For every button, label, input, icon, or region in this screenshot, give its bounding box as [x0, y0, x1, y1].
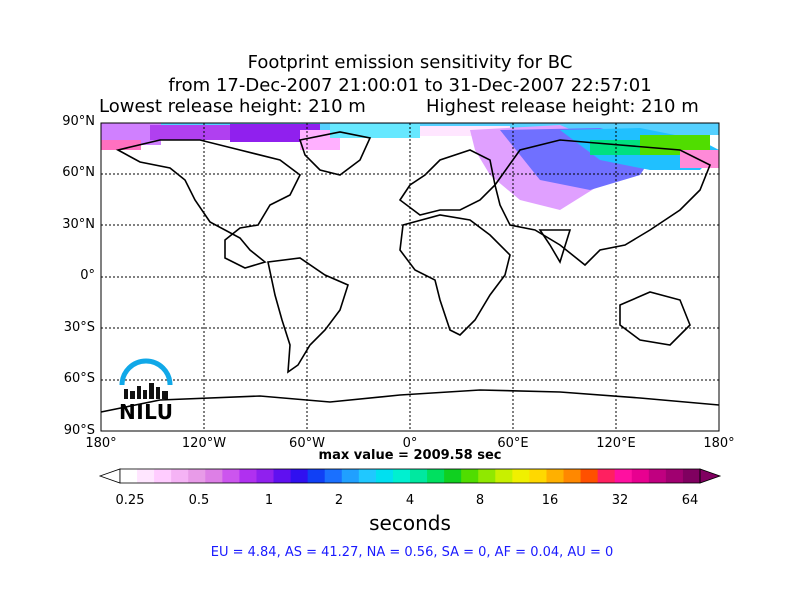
colorbar-cell — [461, 469, 479, 483]
colorbar — [98, 468, 722, 484]
lat-label-60s: 60°S — [63, 371, 95, 386]
colorbar-cell — [205, 469, 223, 483]
colorbar-cell — [154, 469, 172, 483]
colorbar-cell — [444, 469, 462, 483]
coastlines — [100, 131, 720, 413]
colorbar-cell — [290, 469, 309, 483]
colorbar-cell — [682, 469, 701, 483]
colorbar-cell — [256, 469, 275, 483]
colorbar-low-extension — [98, 468, 121, 484]
graticule — [101, 123, 719, 431]
colorbar-cell — [222, 469, 240, 483]
colorbar-cell — [410, 469, 428, 483]
lon-label-0: 0° — [402, 436, 418, 451]
lat-label-90s: 90°S — [63, 423, 95, 438]
colorbar-cell — [512, 469, 530, 483]
lon-label-180w: 180° — [85, 436, 117, 451]
colorbar-units: seconds — [369, 511, 451, 535]
max-value-label: max value = 2009.58 sec — [318, 448, 502, 463]
colorbar-cell — [529, 469, 547, 483]
colorbar-cell — [358, 469, 377, 483]
nilu-logo-text: NILU — [119, 400, 174, 424]
colorbar-cell — [137, 469, 155, 483]
colorbar-cell — [580, 469, 599, 483]
colorbar-cell — [324, 469, 343, 483]
colorbar-high-extension — [699, 468, 722, 484]
lat-label-30s: 30°S — [63, 320, 95, 335]
title-line-1: Footprint emission sensitivity for BC — [247, 52, 573, 73]
regional-totals: EU = 4.84, AS = 41.27, NA = 0.56, SA = 0… — [210, 545, 614, 560]
lat-label-0: 0° — [80, 268, 95, 283]
footprint-shading — [101, 123, 719, 210]
lon-label-120w: 120°W — [181, 436, 227, 451]
title-line-2: from 17-Dec-2007 21:00:01 to 31-Dec-2007… — [168, 75, 652, 96]
colorbar-cell — [188, 469, 206, 483]
colorbar-cell — [239, 469, 257, 483]
colorbar-cell — [273, 469, 292, 483]
lowest-release-height: Lowest release height: 210 m — [99, 96, 366, 117]
colorbar-cell — [631, 469, 650, 483]
colorbar-cell — [597, 469, 616, 483]
colorbar-tick-label: 0.25 — [115, 493, 145, 508]
colorbar-frame — [119, 468, 701, 484]
lat-label-30n: 30°N — [62, 217, 95, 232]
colorbar-tick-label: 8 — [475, 493, 485, 508]
lat-label-60n: 60°N — [62, 165, 95, 180]
colorbar-tick-label: 2 — [334, 493, 344, 508]
colorbar-cell — [478, 469, 496, 483]
colorbar-cell — [648, 469, 667, 483]
nilu-logo-icon — [119, 358, 173, 399]
highest-release-height: Highest release height: 210 m — [426, 96, 699, 117]
colorbar-tick-label: 32 — [611, 493, 629, 508]
colorbar-tick-label: 64 — [681, 493, 699, 508]
colorbar-cell — [614, 469, 633, 483]
colorbar-cell — [546, 469, 565, 483]
colorbar-cell — [392, 469, 411, 483]
lon-label-60w: 60°W — [289, 436, 325, 451]
colorbar-cell — [665, 469, 684, 483]
lat-label-90n: 90°N — [62, 114, 95, 129]
lon-label-120e: 120°E — [596, 436, 636, 451]
colorbar-tick-label: 0.5 — [188, 493, 210, 508]
colorbar-tick-label: 4 — [405, 493, 415, 508]
colorbar-tick-label: 1 — [264, 493, 274, 508]
colorbar-cell — [495, 469, 513, 483]
lon-label-60e: 60°E — [497, 436, 529, 451]
colorbar-cell — [563, 469, 582, 483]
colorbar-cell — [171, 469, 189, 483]
world-map — [100, 122, 720, 432]
colorbar-cell — [427, 469, 445, 483]
lon-label-180e: 180° — [703, 436, 735, 451]
colorbar-cell — [341, 469, 360, 483]
colorbar-cell — [120, 469, 138, 483]
map-frame — [100, 122, 720, 432]
colorbar-cell — [375, 469, 394, 483]
colorbar-cell — [307, 469, 326, 483]
colorbar-tick-label: 16 — [541, 493, 559, 508]
